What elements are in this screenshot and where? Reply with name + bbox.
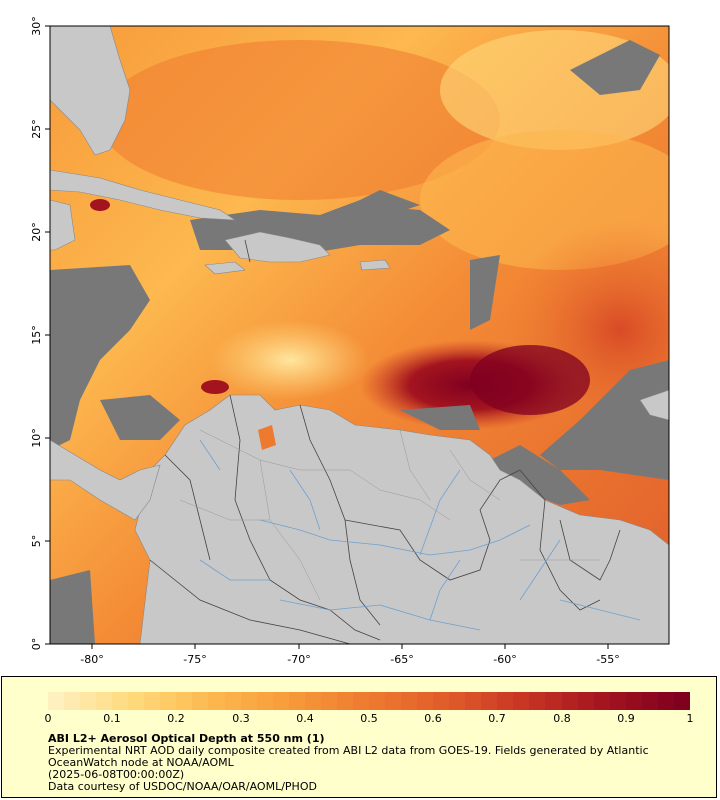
- colorbar-segment: [256, 692, 273, 710]
- colorbar-segment: [545, 692, 562, 710]
- legend-description-cont: OceanWatch node at NOAA/AOML: [48, 756, 234, 769]
- colorbar-segment: [320, 692, 337, 710]
- lon-tick-label: -60°: [493, 653, 516, 666]
- legend-panel: 0 0.1 0.2 0.3 0.4 0.5 0.6 0.7 0.8 0.9 1 …: [1, 676, 717, 798]
- colorbar-segment: [96, 692, 113, 710]
- legend-title: ABI L2+ Aerosol Optical Depth at 550 nm …: [48, 732, 325, 745]
- colorbar-segment: [481, 692, 498, 710]
- colorbar-tick-label: 0: [44, 712, 52, 725]
- colorbar-segment: [561, 692, 578, 710]
- colorbar-segment: [401, 692, 418, 710]
- colorbar-segment: [160, 692, 177, 710]
- land-masses: [50, 26, 669, 644]
- lat-tick-label: 15°: [30, 325, 43, 345]
- colorbar-segment: [449, 692, 466, 710]
- colorbar-segment: [657, 692, 674, 710]
- colorbar-segment: [176, 692, 193, 710]
- colorbar-tick-label: 0.5: [360, 712, 378, 725]
- colorbar-tick-label: 0.7: [488, 712, 506, 725]
- colorbar-segment: [144, 692, 161, 710]
- tick-marks: [45, 25, 609, 649]
- colorbar-segment: [513, 692, 530, 710]
- colorbar-segment: [304, 692, 321, 710]
- lat-tick-label: 30°: [30, 16, 43, 36]
- aod-pale-center: [210, 320, 370, 400]
- colorbar-segment: [224, 692, 241, 710]
- colorbar-segment: [384, 692, 402, 710]
- colorbar-segment: [80, 692, 97, 710]
- colorbar-segment: [112, 692, 129, 710]
- colorbar-segment: [208, 692, 225, 710]
- colorbar-tick-label: 0.3: [232, 712, 250, 725]
- colorbar-segment: [272, 692, 289, 710]
- lon-axis-labels: -80° -75° -70° -65° -60° -55°: [80, 653, 619, 666]
- colorbar-segment: [433, 692, 450, 710]
- colorbar-segment: [336, 692, 353, 710]
- colorbar-segment: [497, 692, 514, 710]
- colorbar-segment: [465, 692, 482, 710]
- aod-plume-core: [470, 345, 590, 415]
- colorbar-segment: [529, 692, 546, 710]
- colorbar-segment: [288, 692, 305, 710]
- colorbar-segment: [641, 692, 658, 710]
- colorbar-segment: [240, 692, 257, 710]
- lat-tick-label: 20°: [30, 222, 43, 242]
- lat-tick-label: 0°: [30, 638, 43, 651]
- lon-tick-label: -80°: [80, 653, 103, 666]
- colorbar-segment: [593, 692, 610, 710]
- colorbar-segment: [64, 692, 81, 710]
- legend-date: (2025-06-08T00:00:00Z): [48, 768, 185, 781]
- colorbar-tick-label: 0.2: [167, 712, 185, 725]
- colorbar-tick-label: 1: [686, 712, 694, 725]
- lon-tick-label: -55°: [596, 653, 619, 666]
- internal-borders: [179, 429, 600, 601]
- lat-tick-label: 10°: [30, 428, 43, 448]
- colorbar-segment: [192, 692, 209, 710]
- lat-axis-labels: 0° 5° 10° 15° 20° 25° 30°: [30, 16, 43, 650]
- colorbar-segment: [417, 692, 434, 710]
- colorbar-segment: [577, 692, 594, 710]
- colorbar: [48, 692, 690, 710]
- aod-hotspot-west: [90, 199, 110, 211]
- colorbar-tick-label: 0.8: [553, 712, 571, 725]
- colorbar-tick-label: 0.1: [103, 712, 121, 725]
- map-plot-area: [50, 26, 669, 644]
- lon-tick-label: -75°: [183, 653, 206, 666]
- lon-tick-label: -70°: [287, 653, 310, 666]
- lat-tick-label: 25°: [30, 119, 43, 139]
- colorbar-segment: [625, 692, 642, 710]
- colorbar-tick-label: 0.9: [617, 712, 635, 725]
- colorbar-tick-label: 0.4: [296, 712, 314, 725]
- aod-map-figure: -80° -75° -70° -65° -60° -55° 0° 5° 10° …: [30, 16, 670, 666]
- colorbar-segment: [128, 692, 145, 710]
- lake-maracaibo: [258, 425, 276, 450]
- aod-hotspot-small: [201, 380, 229, 394]
- colorbar-segment: [48, 692, 65, 710]
- colorbar-segment: [673, 692, 690, 710]
- legend-description: Experimental NRT AOD daily composite cre…: [48, 744, 649, 757]
- colorbar-segment: [352, 692, 369, 710]
- colorbar-segment: [609, 692, 626, 710]
- colorbar-segment: [368, 692, 385, 710]
- aod-north-band: [100, 40, 500, 200]
- lon-tick-label: -65°: [390, 653, 413, 666]
- legend-credit: Data courtesy of USDOC/NOAA/OAR/AOML/PHO…: [48, 780, 317, 793]
- rivers: [199, 439, 641, 631]
- colorbar-tick-label: 0.6: [424, 712, 442, 725]
- lat-tick-label: 5°: [30, 535, 43, 548]
